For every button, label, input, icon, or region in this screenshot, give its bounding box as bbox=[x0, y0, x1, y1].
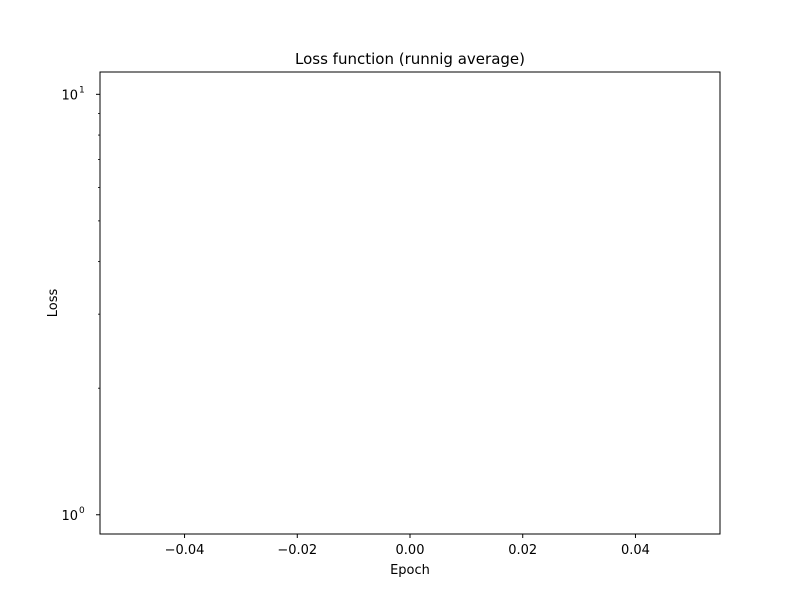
x-axis-label: Epoch bbox=[390, 563, 430, 578]
y-minor-ticks bbox=[98, 113, 100, 389]
chart-title: Loss function (runnig average) bbox=[295, 50, 525, 68]
y-tick-label-base: 10 bbox=[61, 509, 78, 524]
x-ticks: −0.04 −0.02 0.00 0.02 0.04 bbox=[165, 534, 650, 558]
x-tick-label: 0.04 bbox=[621, 543, 650, 558]
y-tick-label: 10 bbox=[61, 88, 78, 103]
x-tick-label: 0.02 bbox=[508, 543, 537, 558]
y-tick-label-base: 10 bbox=[61, 88, 78, 103]
plot-area-frame bbox=[99, 71, 721, 535]
x-tick-label: 0.00 bbox=[396, 543, 425, 558]
x-tick-label: −0.02 bbox=[277, 543, 317, 558]
y-axis-label: Loss bbox=[46, 289, 61, 318]
y-tick-label-exponent: 1 bbox=[79, 85, 85, 95]
y-tick-label-exponent: 0 bbox=[79, 506, 85, 516]
y-tick-label: 10 bbox=[61, 509, 78, 524]
x-tick-label: −0.04 bbox=[165, 543, 205, 558]
